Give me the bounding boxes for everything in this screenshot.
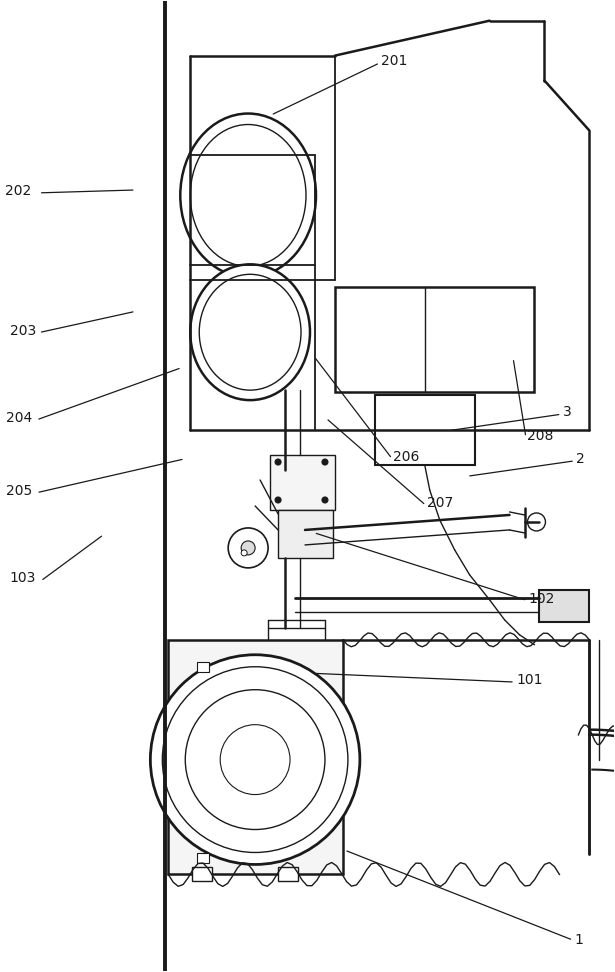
Text: 206: 206 — [394, 450, 420, 464]
Text: 208: 208 — [527, 429, 554, 442]
Circle shape — [322, 459, 328, 465]
Bar — [278, 867, 298, 882]
Ellipse shape — [190, 264, 310, 400]
Text: 207: 207 — [427, 497, 453, 510]
Circle shape — [275, 497, 281, 503]
Text: 203: 203 — [10, 324, 36, 337]
Circle shape — [150, 655, 360, 864]
Circle shape — [275, 459, 281, 465]
Bar — [278, 510, 333, 558]
Bar — [192, 867, 212, 882]
Bar — [197, 662, 209, 672]
Circle shape — [185, 690, 325, 829]
Text: 204: 204 — [6, 411, 32, 425]
Bar — [197, 853, 209, 863]
Bar — [270, 455, 335, 510]
Text: 103: 103 — [10, 572, 36, 585]
Circle shape — [322, 497, 328, 503]
Text: 3: 3 — [563, 405, 571, 419]
Ellipse shape — [180, 114, 316, 277]
Circle shape — [162, 667, 348, 852]
Text: 201: 201 — [381, 53, 408, 68]
Text: 102: 102 — [528, 592, 555, 606]
Circle shape — [528, 513, 546, 531]
Circle shape — [228, 528, 268, 568]
Text: 2: 2 — [576, 452, 585, 466]
Bar — [335, 288, 534, 392]
Ellipse shape — [190, 124, 306, 266]
Text: 205: 205 — [6, 484, 32, 498]
Bar — [539, 590, 589, 622]
Ellipse shape — [199, 274, 301, 390]
Text: 202: 202 — [5, 184, 31, 198]
Circle shape — [241, 550, 247, 556]
Circle shape — [220, 725, 290, 794]
Text: 1: 1 — [574, 933, 583, 948]
Bar — [375, 396, 475, 465]
Text: 101: 101 — [516, 674, 542, 687]
Bar — [169, 640, 343, 875]
Circle shape — [241, 541, 255, 555]
